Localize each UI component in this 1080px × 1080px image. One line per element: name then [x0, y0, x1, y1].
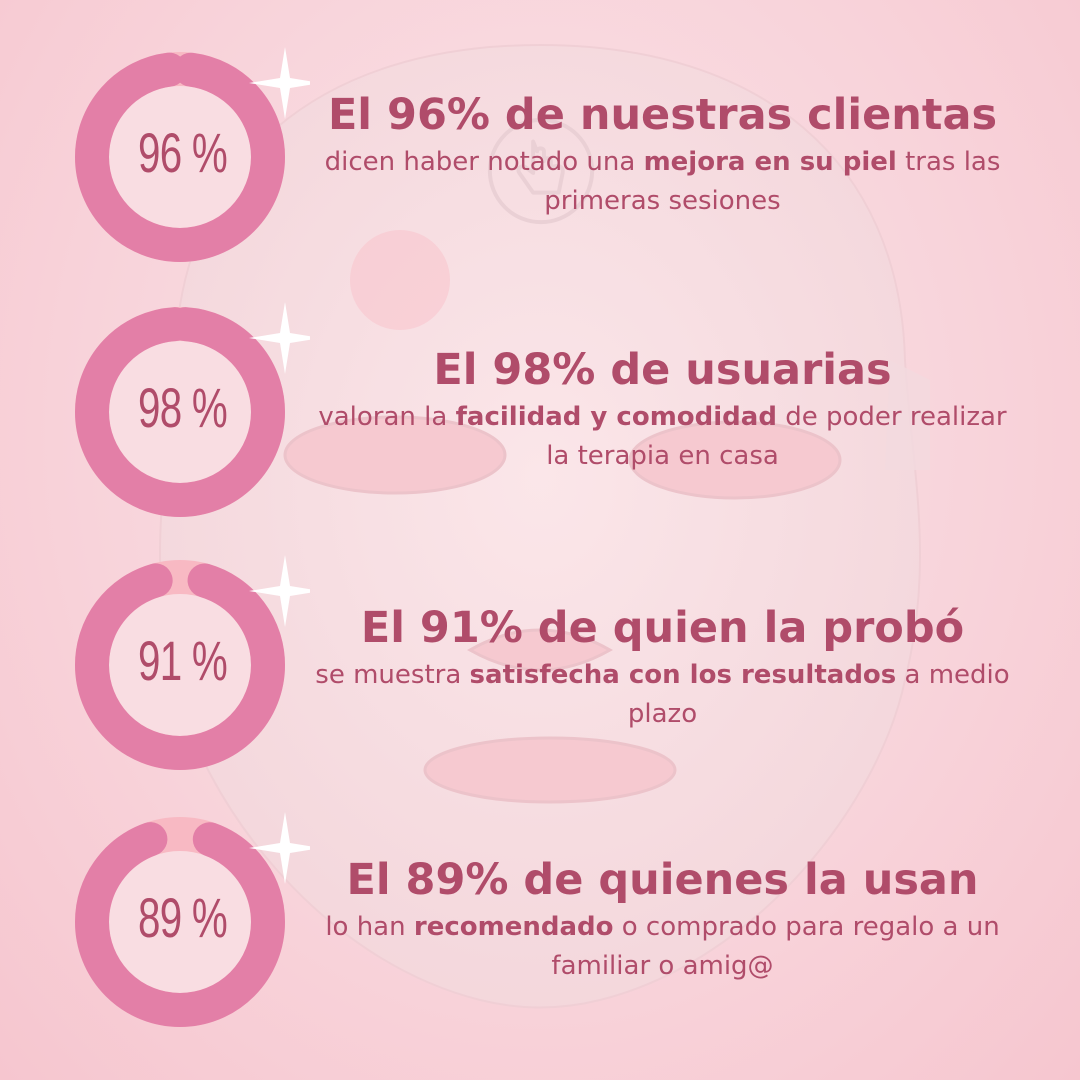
- desc-text: tras las primeras sesiones: [544, 147, 1001, 216]
- desc-text: o comprado para regalo a un familiar o a…: [551, 912, 1000, 981]
- ring-percent-label: 89 %: [137, 886, 228, 949]
- stat-item: 96 % El 96% de nuestras clientas dicen h…: [0, 45, 1080, 275]
- desc-bold-text: facilidad y comodidad: [455, 402, 777, 432]
- sparkle-icon: [249, 812, 310, 884]
- stat-headline: El 91% de quien la probó: [360, 603, 965, 653]
- progress-ring: [75, 555, 310, 770]
- stat-description: se muestra satisfecha con los resultados…: [310, 656, 1015, 734]
- stat-text: El 91% de quien la probó se muestra sati…: [310, 600, 1015, 734]
- stat-item: 91 % El 91% de quien la probó se muestra…: [0, 553, 1080, 783]
- stat-description: dicen haber notado una mejora en su piel…: [310, 143, 1015, 221]
- progress-ring: [75, 812, 310, 1027]
- stat-headline: El 96% de nuestras clientas: [327, 90, 998, 140]
- desc-bold-text: mejora en su piel: [643, 147, 897, 177]
- stat-headline: El 98% de usuarias: [433, 345, 892, 395]
- hand-pointer-icon: [487, 117, 595, 225]
- progress-ring: [75, 302, 310, 517]
- desc-text: se muestra: [315, 660, 470, 690]
- ring-percent-label: 96 %: [137, 121, 228, 184]
- sparkle-icon: [249, 555, 310, 627]
- desc-text: lo han: [325, 912, 414, 942]
- stat-text: El 98% de usuarias valoran la facilidad …: [310, 342, 1015, 476]
- ring-percent-label: 98 %: [137, 376, 228, 439]
- desc-bold-text: recomendado: [413, 912, 614, 942]
- desc-text: valoran la: [318, 402, 456, 432]
- stat-text: El 89% de quienes la usan lo han recomen…: [310, 852, 1015, 986]
- desc-bold-text: satisfecha con los resultados: [469, 660, 897, 690]
- ring-percent-label: 91 %: [137, 629, 228, 692]
- progress-ring: [75, 47, 310, 262]
- stat-headline: El 89% de quienes la usan: [346, 855, 979, 905]
- stat-item: 98 % El 98% de usuarias valoran la facil…: [0, 300, 1080, 530]
- desc-text: a medio plazo: [627, 660, 1010, 729]
- stat-description: lo han recomendado o comprado para regal…: [310, 908, 1015, 986]
- sparkle-icon: [249, 47, 310, 119]
- stat-description: valoran la facilidad y comodidad de pode…: [310, 398, 1015, 476]
- sparkle-icon: [249, 302, 310, 374]
- stat-text: El 96% de nuestras clientas dicen haber …: [310, 87, 1015, 221]
- desc-text: dicen haber notado una: [324, 147, 644, 177]
- stat-item: 89 % El 89% de quienes la usan lo han re…: [0, 810, 1080, 1040]
- desc-text: de poder realizar la terapia en casa: [546, 402, 1007, 471]
